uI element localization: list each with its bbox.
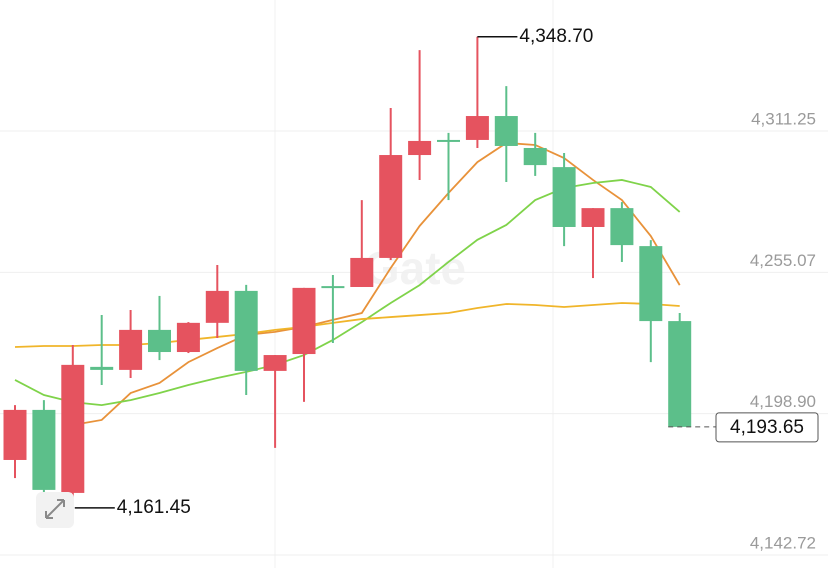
last-box: [715, 412, 819, 443]
expand-button[interactable]: [36, 492, 74, 528]
candle: [494, 86, 518, 182]
y-tick-label: 4,198.90: [750, 392, 816, 411]
last-label: 4,193.65: [730, 417, 804, 438]
low-label: 4,161.45: [117, 497, 191, 518]
expand-icon[interactable]: [45, 499, 65, 519]
candle: [205, 264, 229, 338]
candle: [234, 284, 258, 396]
ma-line: [72, 142, 681, 426]
candle-body: [494, 116, 518, 146]
candle-body: [321, 286, 345, 289]
candle-body: [552, 167, 576, 227]
candle: [465, 36, 489, 148]
candle-body: [148, 329, 171, 353]
candle-body: [234, 290, 258, 371]
candle-body: [61, 364, 85, 493]
candle-body: [3, 409, 27, 460]
candle: [523, 132, 547, 176]
candle-body: [668, 321, 692, 427]
candle-body: [465, 116, 489, 140]
candle: [292, 287, 316, 402]
candle: [581, 208, 605, 279]
candle: [639, 240, 663, 363]
candle: [3, 405, 27, 479]
y-tick-label: 4,255.07: [750, 251, 816, 270]
candle-body: [379, 155, 403, 258]
high-label: 4,348.70: [519, 26, 593, 47]
candle-body: [32, 409, 56, 490]
candle-body: [408, 140, 432, 156]
candle-body: [350, 257, 374, 287]
candle: [90, 315, 114, 385]
candle: [437, 132, 460, 201]
y-tick-label: 4,311.25: [751, 109, 816, 128]
y-tick-label: 4,142.72: [750, 534, 816, 553]
candle-body: [119, 329, 143, 370]
candle: [263, 355, 287, 448]
candle: [668, 313, 692, 427]
candle-body: [176, 322, 200, 353]
candle: [552, 153, 576, 247]
candle: [408, 50, 432, 180]
candle-body: [581, 208, 605, 227]
candle-body: [90, 366, 114, 370]
candle: [176, 322, 200, 354]
annotations: 4,348.70 4,161.45 4,193.65: [74, 26, 819, 518]
candle: [119, 310, 143, 378]
candle-body: [639, 246, 663, 322]
moving-averages: [14, 142, 681, 426]
ma-line: [14, 179, 681, 407]
candles: [3, 36, 692, 508]
candle-body: [292, 287, 316, 355]
candle: [321, 275, 345, 343]
candle: [350, 200, 374, 287]
candle: [379, 107, 403, 260]
candle: [61, 344, 85, 508]
candle: [610, 202, 634, 262]
candle-body: [263, 355, 287, 371]
ma-line: [14, 302, 680, 348]
candle-body: [610, 208, 634, 246]
candle-body: [205, 290, 229, 323]
candle: [148, 295, 171, 361]
candle-body: [523, 147, 547, 166]
candle: [32, 400, 56, 495]
candle-body: [437, 139, 460, 142]
